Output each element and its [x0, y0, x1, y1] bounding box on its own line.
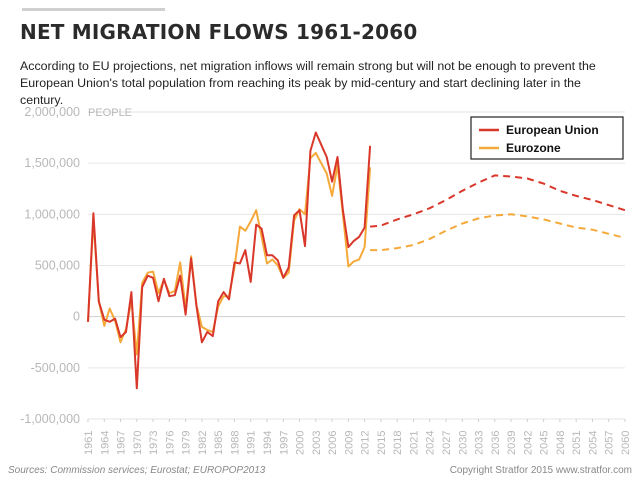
x-tick-label: 1994: [262, 431, 274, 455]
x-tick-label: 1967: [116, 431, 128, 455]
x-tick-label: 2060: [620, 431, 632, 455]
european-union-projection-line: [370, 174, 626, 228]
x-tick-label: 1964: [99, 431, 111, 455]
x-tick-label: 2021: [408, 431, 420, 455]
x-tick-label: 1982: [197, 431, 209, 455]
x-tick-label: 1976: [164, 431, 176, 455]
x-tick-label: 1991: [246, 431, 258, 455]
x-tick-label: 1985: [213, 431, 225, 455]
x-tick-label: 2042: [522, 431, 534, 455]
x-tick-label: 2012: [360, 431, 372, 455]
x-tick-label: 2030: [457, 431, 469, 455]
eurozone-historical-line: [87, 151, 372, 356]
x-tick-label: 2045: [539, 431, 551, 455]
european-union-historical-line: [87, 131, 372, 390]
legend-box: [470, 116, 624, 160]
x-tick-label: 2033: [474, 431, 486, 455]
x-tick-label: 2048: [555, 431, 567, 455]
y-tick-label: 1,500,000: [24, 156, 80, 170]
x-tick-label: 2057: [604, 431, 616, 455]
header-accent-bar: [22, 8, 165, 11]
x-tick-label: 2039: [506, 431, 518, 455]
x-tick-label: 1988: [229, 431, 241, 455]
x-tick-label: 1970: [132, 431, 144, 455]
x-tick-label: 2018: [392, 431, 404, 455]
x-tick-label: 2015: [376, 431, 388, 455]
x-tick-label: 2051: [571, 431, 583, 455]
x-tick-label: 1973: [148, 431, 160, 455]
y-tick-label: 2,000,000: [24, 105, 80, 119]
copyright-note: Copyright Stratfor 2015 www.stratfor.com: [449, 465, 632, 476]
chart-subtitle: According to EU projections, net migrati…: [20, 59, 596, 107]
x-tick-label: 1961: [83, 431, 95, 455]
y-tick-label: 1,000,000: [24, 207, 80, 221]
x-tick-label: 2036: [490, 431, 502, 455]
x-tick-label: 1979: [181, 431, 193, 455]
eurozone-projection-line: [370, 213, 626, 252]
y-tick-label: 500,000: [35, 259, 80, 273]
x-tick-label: 2006: [327, 431, 339, 455]
page-title: NET MIGRATION FLOWS 1961-2060: [20, 20, 418, 44]
y-tick-label: -1,000,000: [20, 412, 80, 426]
european-union-legend-label: European Union: [506, 123, 599, 137]
y-tick-label: 0: [73, 310, 80, 324]
x-tick-label: 2003: [311, 431, 323, 455]
x-tick-label: 1997: [278, 431, 290, 455]
x-tick-label: 2009: [343, 431, 355, 455]
eurozone-legend-label: Eurozone: [506, 141, 561, 155]
x-tick-label: 2024: [425, 431, 437, 455]
x-tick-label: 2027: [441, 431, 453, 455]
x-tick-label: 2000: [295, 431, 307, 455]
x-tick-label: 2054: [587, 431, 599, 455]
sources-note: Sources: Commission services; Eurostat; …: [8, 465, 266, 476]
y-tick-label: -500,000: [31, 361, 80, 375]
y-axis-label: PEOPLE: [88, 107, 132, 119]
